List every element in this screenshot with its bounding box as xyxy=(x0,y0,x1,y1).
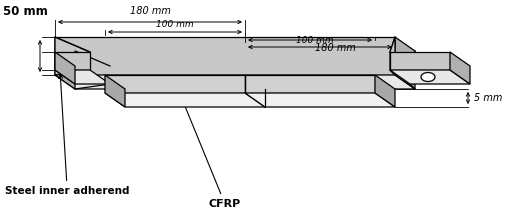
Polygon shape xyxy=(375,75,395,107)
Polygon shape xyxy=(105,75,125,107)
Text: Steel inner adherend: Steel inner adherend xyxy=(5,74,130,196)
Text: 180 mm: 180 mm xyxy=(314,43,356,53)
Polygon shape xyxy=(390,70,470,84)
Polygon shape xyxy=(55,37,90,75)
Text: Joint: Joint xyxy=(259,88,332,106)
Polygon shape xyxy=(245,75,375,93)
Ellipse shape xyxy=(421,73,435,81)
Polygon shape xyxy=(55,70,110,84)
Polygon shape xyxy=(55,37,395,75)
Polygon shape xyxy=(395,37,415,89)
Polygon shape xyxy=(105,75,245,93)
Text: 180 mm: 180 mm xyxy=(130,6,171,16)
Polygon shape xyxy=(245,93,395,107)
Polygon shape xyxy=(55,52,90,70)
Polygon shape xyxy=(55,52,75,84)
Polygon shape xyxy=(390,52,450,70)
Polygon shape xyxy=(55,37,75,89)
Polygon shape xyxy=(450,52,470,84)
Text: 50 mm: 50 mm xyxy=(3,6,47,18)
Text: 5 mm: 5 mm xyxy=(474,93,502,103)
Polygon shape xyxy=(390,37,395,75)
Text: CFRP: CFRP xyxy=(181,98,241,209)
Polygon shape xyxy=(55,75,415,89)
Polygon shape xyxy=(105,93,265,107)
Text: 100 mm: 100 mm xyxy=(296,36,334,45)
Text: 100 mm: 100 mm xyxy=(156,20,194,29)
